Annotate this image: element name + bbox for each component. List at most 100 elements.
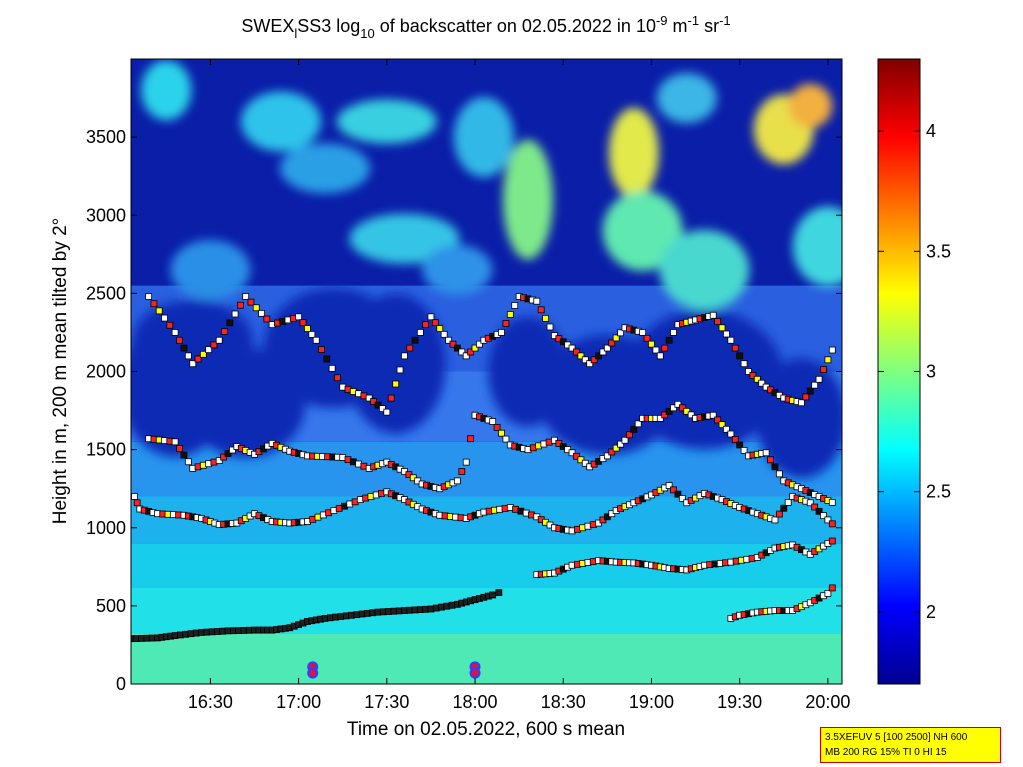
layer-marker (815, 507, 823, 515)
layer-marker (674, 400, 682, 408)
cloud-structure (349, 213, 460, 264)
cloud-structure (656, 73, 717, 124)
y-tick-label: 2500 (86, 283, 126, 303)
layer-marker (166, 321, 174, 329)
info-line-1: 3.5XEFUV 5 [100 2500] NH 600 (825, 732, 968, 743)
layer-marker (131, 493, 138, 500)
layer-marker (745, 368, 752, 375)
layer-marker (811, 381, 819, 389)
layer-marker (462, 458, 470, 466)
layer-marker (683, 407, 691, 415)
layer-marker (709, 411, 717, 419)
colorbar (877, 58, 921, 685)
layer-marker (798, 399, 805, 407)
layer-marker (184, 458, 192, 466)
cloud-structure (141, 60, 192, 121)
layer-marker (145, 293, 153, 300)
layer-marker (546, 323, 554, 331)
layer-marker (568, 344, 576, 352)
layer-marker (258, 309, 265, 317)
layer-marker (511, 302, 519, 309)
layer-marker (573, 348, 580, 356)
cloud-structure (608, 107, 659, 198)
layer-marker (758, 379, 766, 387)
heatmap-band (131, 543, 842, 588)
layer-marker (586, 360, 594, 368)
layer-marker (387, 394, 395, 402)
layer-marker (224, 450, 232, 457)
layer-marker (471, 344, 479, 352)
layer-marker (537, 306, 545, 314)
layer-marker (467, 435, 475, 443)
layer-marker (453, 477, 461, 485)
special-marker (307, 667, 319, 679)
cloud-structure (422, 244, 493, 295)
layer-marker (493, 423, 501, 431)
layer-marker (806, 387, 814, 395)
layer-marker (670, 329, 677, 336)
layer-marker (458, 348, 466, 356)
layer-marker (718, 421, 726, 429)
layer-marker (242, 293, 250, 300)
layer-marker (467, 348, 475, 356)
layer-marker (133, 499, 141, 507)
layer-marker (771, 463, 779, 471)
heatmap-band (131, 634, 842, 684)
layer-marker (828, 498, 836, 506)
layer-marker (652, 346, 660, 354)
layer-marker (215, 336, 223, 344)
cloud-structure (788, 83, 833, 128)
layer-marker (656, 414, 664, 422)
layer-marker (252, 304, 260, 312)
layer-marker (828, 346, 836, 354)
layer-marker (736, 352, 744, 360)
x-tick-label: 17:30 (364, 692, 409, 712)
layer-marker (595, 352, 602, 360)
layer-marker (328, 364, 336, 372)
layer-marker (687, 411, 695, 419)
x-tick-label: 19:30 (717, 692, 762, 712)
layer-marker (577, 352, 585, 360)
low-signal-region (756, 358, 842, 479)
layer-marker (295, 313, 303, 321)
layer-marker (453, 344, 461, 352)
cloud-structure (502, 139, 553, 260)
layer-marker (498, 329, 505, 336)
layer-marker (723, 425, 730, 433)
layer-marker (603, 452, 611, 460)
processing-info-box: 3.5XEFUV 5 [100 2500] NH 600 MB 200 RG 1… (820, 727, 1001, 763)
layer-marker (226, 319, 234, 327)
colorbar-tick-label: 3 (926, 362, 936, 382)
y-axis-label: Height in m, 200 m mean tilted by 2° (50, 218, 71, 524)
x-axis-label: Time on 02.05.2022, 600 s mean (347, 719, 625, 740)
layer-marker (308, 330, 316, 338)
layer-marker (180, 451, 188, 459)
layer-marker (422, 321, 430, 329)
layer-marker (445, 336, 452, 344)
layer-markers (131, 293, 836, 679)
layer-marker (299, 319, 307, 327)
layer-marker (449, 340, 457, 348)
layer-marker (489, 591, 497, 599)
layer-marker (176, 336, 183, 344)
layer-marker (811, 503, 819, 511)
layer-marker (171, 438, 179, 446)
y-tick-label: 3500 (86, 127, 126, 147)
layer-marker (626, 431, 633, 439)
layer-marker (221, 328, 228, 335)
x-tick-label: 19:00 (629, 692, 674, 712)
colorbar-tick-label: 4 (926, 121, 936, 141)
layer-marker (753, 375, 761, 383)
layer-marker (396, 366, 404, 374)
layer-marker (608, 339, 616, 347)
layer-marker (621, 436, 629, 444)
layer-marker (634, 420, 642, 428)
layer-marker (780, 504, 788, 512)
layer-marker (731, 344, 739, 352)
layer-marker (205, 346, 213, 354)
y-tick-label: 3000 (86, 205, 126, 225)
layer-marker (199, 350, 207, 358)
layer-marker (458, 468, 466, 475)
layer-marker (210, 341, 218, 349)
